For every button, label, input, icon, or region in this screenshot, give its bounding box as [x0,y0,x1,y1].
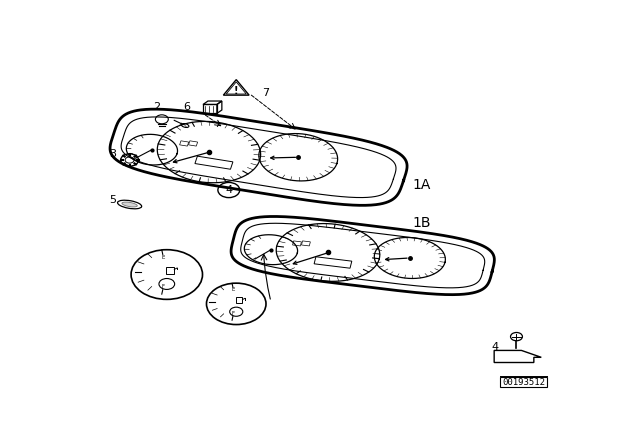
Text: E: E [162,255,165,260]
Text: F: F [232,311,235,316]
Text: 1B: 1B [412,216,431,230]
Text: 00193512: 00193512 [502,378,545,387]
Text: 4: 4 [492,342,499,352]
Text: 6: 6 [183,102,190,112]
Text: 5: 5 [109,195,116,205]
Text: 1A: 1A [412,178,431,192]
Text: !: ! [234,86,239,96]
Text: 7: 7 [262,88,269,99]
Text: 4: 4 [225,185,232,195]
Text: 2: 2 [154,102,161,112]
Ellipse shape [122,202,138,207]
Text: F: F [162,284,165,289]
Text: E: E [232,288,236,293]
Text: 3: 3 [109,149,116,159]
